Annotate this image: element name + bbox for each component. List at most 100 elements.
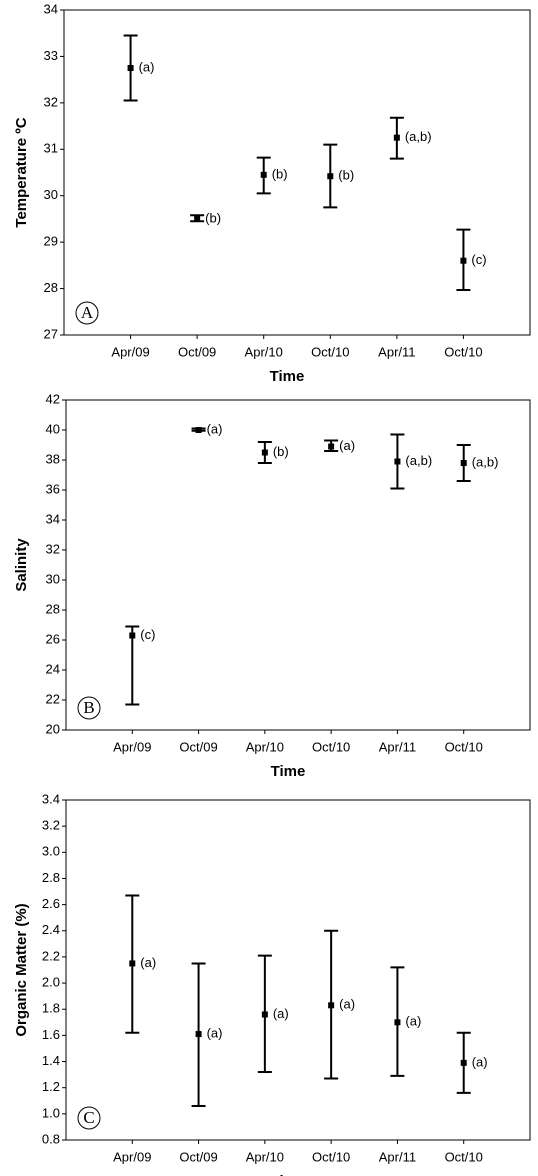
panel-label: B <box>83 698 94 717</box>
y-tick-label: 3.0 <box>42 844 60 859</box>
y-tick-label: 1.4 <box>42 1053 60 1068</box>
y-tick-label: 38 <box>46 451 60 466</box>
x-tick-label: Apr/09 <box>113 1149 151 1164</box>
mean-marker <box>129 632 136 639</box>
x-tick-label: Oct/10 <box>445 1149 483 1164</box>
x-tick-label: Apr/10 <box>246 739 284 754</box>
y-tick-label: 28 <box>46 601 60 616</box>
group-label: (b) <box>272 166 288 181</box>
group-label: (c) <box>140 627 155 642</box>
y-tick-label: 2.2 <box>42 948 60 963</box>
y-tick-label: 28 <box>44 280 58 295</box>
panel-circle <box>75 301 99 325</box>
group-label: (c) <box>471 252 486 267</box>
mean-marker <box>393 134 400 141</box>
mean-marker <box>460 460 467 466</box>
y-tick-label: 36 <box>46 481 60 496</box>
x-axis-title: Time <box>270 368 305 385</box>
y-tick-label: 2.6 <box>42 896 60 911</box>
x-tick-label: Apr/09 <box>111 344 149 359</box>
mean-marker <box>195 1031 202 1038</box>
y-tick-label: 40 <box>46 421 60 436</box>
y-axis-title: Salinity <box>13 538 30 592</box>
x-tick-label: Apr/11 <box>379 739 416 754</box>
group-label: (b) <box>338 168 354 183</box>
mean-marker <box>328 443 335 450</box>
mean-marker <box>460 257 467 264</box>
x-tick-label: Oct/10 <box>312 1149 350 1164</box>
x-tick-label: Oct/09 <box>178 344 216 359</box>
y-tick-label: 1.8 <box>42 1001 60 1016</box>
group-label: (a,b) <box>405 129 432 144</box>
y-tick-label: 33 <box>44 48 58 63</box>
x-tick-label: Apr/11 <box>378 344 415 359</box>
group-label: (a) <box>472 1054 488 1069</box>
x-axis-title: Time <box>271 1173 306 1176</box>
y-tick-label: 30 <box>46 571 60 586</box>
group-label: (a) <box>139 59 155 74</box>
group-label: (a,b) <box>405 453 432 468</box>
group-label: (a) <box>339 997 355 1012</box>
y-tick-label: 22 <box>46 691 60 706</box>
panel-label: A <box>81 303 94 322</box>
y-tick-label: 2.4 <box>42 922 60 937</box>
x-tick-label: Apr/09 <box>113 739 151 754</box>
plot-frame <box>65 799 531 1141</box>
x-tick-label: Apr/10 <box>245 344 283 359</box>
x-tick-label: Oct/10 <box>444 344 482 359</box>
error-bar <box>125 625 140 706</box>
y-tick-label: 29 <box>44 234 58 249</box>
x-tick-label: Apr/10 <box>246 1149 284 1164</box>
mean-marker <box>195 427 202 433</box>
y-tick-label: 32 <box>46 541 60 556</box>
y-tick-label: 42 <box>46 391 60 406</box>
mean-marker <box>460 1059 467 1066</box>
group-label: (b) <box>273 444 289 459</box>
mean-marker <box>327 173 334 180</box>
group-label: (a) <box>207 421 223 436</box>
group-label: (a) <box>207 1026 223 1041</box>
x-axis-title: Time <box>271 763 306 780</box>
y-tick-label: 1.2 <box>42 1079 60 1094</box>
group-label: (a) <box>339 438 355 453</box>
y-tick-label: 0.8 <box>42 1131 60 1146</box>
x-tick-label: Oct/10 <box>312 739 350 754</box>
y-axis-title: Temperature ºC <box>13 117 30 227</box>
y-tick-label: 3.4 <box>42 791 60 806</box>
x-tick-label: Oct/09 <box>179 739 217 754</box>
group-label: (a) <box>273 1006 289 1021</box>
y-tick-label: 30 <box>44 187 58 202</box>
mean-marker <box>194 215 201 222</box>
y-tick-label: 32 <box>44 94 58 109</box>
y-tick-label: 26 <box>46 631 60 646</box>
y-tick-label: 34 <box>46 511 60 526</box>
y-tick-label: 31 <box>44 141 58 156</box>
group-label: (a,b) <box>472 454 499 469</box>
panel-circle <box>77 1106 101 1130</box>
plot-frame <box>65 399 531 731</box>
y-tick-label: 1.0 <box>42 1105 60 1120</box>
mean-marker <box>129 960 136 967</box>
y-tick-label: 2.0 <box>42 975 60 990</box>
mean-marker <box>261 449 268 456</box>
y-tick-label: 20 <box>46 721 60 736</box>
x-tick-label: Oct/09 <box>179 1149 217 1164</box>
mean-marker <box>261 1011 268 1018</box>
panel-label: C <box>83 1108 94 1127</box>
mean-marker <box>394 1019 401 1026</box>
mean-marker <box>328 1002 335 1009</box>
plot-frame <box>63 9 531 336</box>
x-tick-label: Oct/10 <box>311 344 349 359</box>
y-tick-label: 2.8 <box>42 870 60 885</box>
x-tick-label: Apr/11 <box>379 1149 416 1164</box>
y-tick-label: 34 <box>44 1 58 16</box>
mean-marker <box>394 458 401 465</box>
y-tick-label: 27 <box>44 326 58 341</box>
y-axis-title: Organic Matter (%) <box>13 903 30 1036</box>
mean-marker <box>127 65 134 72</box>
y-tick-label: 24 <box>46 661 60 676</box>
y-tick-label: 1.6 <box>42 1027 60 1042</box>
group-label: (a) <box>405 1014 421 1029</box>
y-tick-label: 3.2 <box>42 818 60 833</box>
